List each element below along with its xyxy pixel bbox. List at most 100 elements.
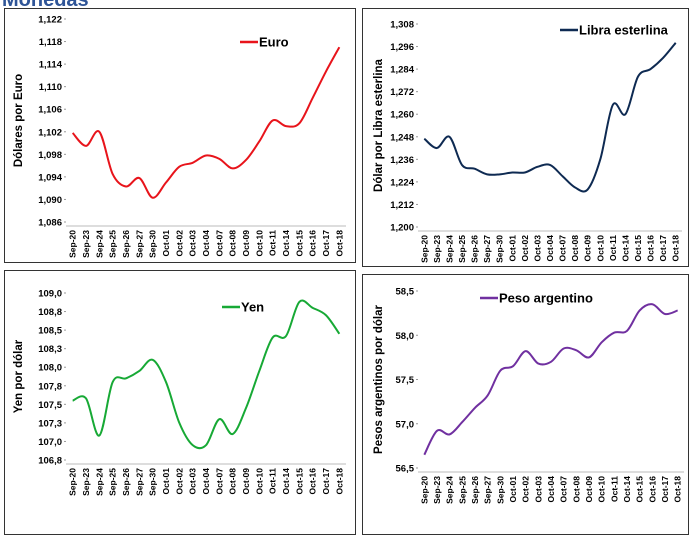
x-tick-label: Oct-09 [241, 230, 251, 257]
x-tick-label: Oct-04 [545, 235, 555, 262]
y-tick-label: 58,5 [396, 287, 415, 298]
line [71, 46, 341, 199]
x-tick-label: Oct-15 [633, 235, 643, 262]
y-tick-label: 57,5 [396, 375, 415, 386]
y-tick-label: 1,094 [38, 172, 62, 183]
x-tick-label: Sep-26 [121, 468, 131, 496]
y-tick-label: 1,272 [390, 87, 414, 98]
x-tick-label: Sep-25 [108, 468, 118, 496]
x-tick-label: Sep-25 [457, 235, 467, 263]
y-tick-label: 1,118 [39, 37, 62, 48]
x-tick-label: Oct-10 [597, 476, 607, 503]
x-tick-label: Oct-14 [622, 476, 632, 503]
x-tick-label: Oct-03 [533, 476, 543, 503]
x-tick-label: Sep-30 [148, 230, 158, 258]
y-tick-label: 1,284 [390, 65, 414, 76]
x-tick-label: Oct-07 [214, 468, 224, 495]
x-tick-label: Oct-14 [281, 468, 291, 495]
x-tick-label: Oct-08 [570, 235, 580, 262]
y-axis-label: Dólares por Euro [13, 74, 25, 167]
panel [362, 274, 689, 535]
x-tick-label: Sep-24 [444, 235, 454, 263]
x-tick-label: Oct-07 [559, 476, 569, 503]
legend-label: Euro [259, 35, 289, 50]
y-tick-label: 108,5 [38, 326, 62, 337]
legend-label: Libra esterlina [579, 23, 669, 38]
y-tick-label: 1,106 [38, 105, 62, 116]
x-tick-label: Sep-23 [432, 235, 442, 263]
y-tick-label: 1,236 [390, 155, 414, 166]
x-tick-label: Oct-09 [584, 476, 594, 503]
legend-label: Peso argentino [499, 291, 593, 306]
y-tick-label: 58,0 [396, 331, 415, 342]
y-tick-label: 109,0 [38, 289, 62, 300]
x-tick-label: Oct-18 [334, 230, 344, 257]
x-tick-label: Oct-02 [174, 230, 184, 257]
x-tick-label: Sep-24 [445, 476, 455, 504]
y-tick-label: 1,086 [38, 218, 62, 229]
y-tick-label: 107,3 [38, 418, 62, 429]
y-tick-label: 1,122 [38, 15, 62, 26]
x-tick-label: Oct-03 [188, 230, 198, 257]
panel [4, 270, 356, 535]
y-tick-label: 1,212 [390, 200, 414, 211]
y-tick-label: 1,098 [38, 150, 62, 161]
x-tick-label: Oct-08 [228, 230, 238, 257]
x-tick-label: Sep-27 [482, 235, 492, 263]
x-tick-label: Oct-17 [658, 235, 668, 262]
x-tick-label: Sep-25 [457, 476, 467, 504]
x-tick-label: Sep-23 [432, 476, 442, 504]
y-tick-label: 108,3 [38, 344, 62, 355]
x-tick-label: Oct-15 [294, 230, 304, 257]
x-tick-label: Sep-20 [68, 230, 78, 258]
x-tick-label: Oct-17 [321, 468, 331, 495]
x-tick-label: Oct-10 [595, 235, 605, 262]
y-tick-label: 1,248 [390, 132, 414, 143]
x-tick-label: Sep-27 [134, 468, 144, 496]
page-title: Monedas [2, 0, 89, 11]
x-tick-label: Oct-01 [161, 468, 171, 495]
x-tick-label: Sep-24 [94, 230, 104, 258]
x-tick-label: Oct-18 [673, 476, 683, 503]
x-tick-label: Oct-09 [241, 468, 251, 495]
legend-label: Yen [241, 300, 264, 315]
y-tick-label: 108,0 [38, 363, 62, 374]
x-tick-label: Oct-04 [201, 230, 211, 257]
x-tick-label: Oct-16 [308, 230, 318, 257]
y-tick-label: 1,110 [39, 82, 62, 93]
x-tick-label: Oct-08 [228, 468, 238, 495]
y-tick-label: 106,8 [38, 456, 62, 467]
x-tick-label: Oct-18 [671, 235, 681, 262]
x-tick-label: Oct-10 [254, 468, 264, 495]
x-tick-label: Oct-02 [520, 235, 530, 262]
x-tick-label: Oct-11 [608, 235, 618, 261]
y-tick-label: 1,090 [38, 195, 62, 206]
x-tick-label: Sep-27 [134, 230, 144, 258]
y-tick-label: 1,308 [390, 20, 414, 31]
x-tick-label: Oct-07 [558, 235, 568, 262]
x-tick-label: Sep-27 [483, 476, 493, 504]
x-tick-label: Oct-01 [161, 230, 171, 257]
y-tick-label: 1,260 [390, 110, 414, 121]
y-tick-label: 1,200 [390, 223, 414, 234]
x-tick-label: Sep-30 [495, 235, 505, 263]
line [423, 303, 679, 456]
y-tick-label: 108,8 [38, 307, 62, 318]
line [423, 42, 677, 193]
x-tick-label: Sep-20 [419, 235, 429, 263]
x-tick-label: Oct-09 [583, 235, 593, 262]
x-tick-label: Sep-30 [148, 468, 158, 496]
x-tick-label: Oct-04 [546, 476, 556, 503]
x-tick-label: Sep-26 [470, 476, 480, 504]
y-axis-label: Dólar por Libra esterlina [373, 58, 385, 192]
x-tick-label: Sep-23 [81, 468, 91, 496]
line [72, 299, 341, 450]
x-tick-label: Sep-30 [495, 476, 505, 504]
x-tick-label: Oct-02 [174, 468, 184, 495]
x-tick-label: Oct-11 [268, 230, 278, 256]
x-tick-label: Sep-24 [94, 468, 104, 496]
x-tick-label: Sep-25 [108, 230, 118, 258]
x-tick-label: Oct-10 [254, 230, 264, 257]
x-tick-label: Oct-04 [201, 468, 211, 495]
